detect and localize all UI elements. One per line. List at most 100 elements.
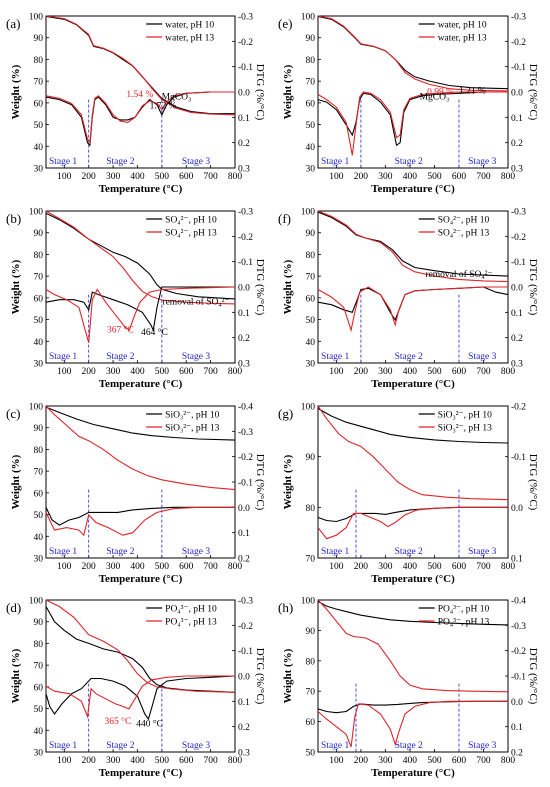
y-right-tick-label: -0.1 (511, 258, 526, 268)
plot-frame (317, 405, 509, 559)
legend-label: SiO₃²⁻, pH 10 (165, 411, 219, 421)
x-tick-label: 600 (452, 562, 467, 572)
y-left-axis-label: Weight (%) (10, 259, 22, 314)
x-tick-label: 200 (82, 172, 97, 182)
y-left-tick-label: 90 (34, 424, 44, 434)
y-left-tick-label: 100 (301, 13, 316, 23)
legend-label: water, pH 13 (165, 34, 214, 44)
series-line (45, 675, 236, 721)
y-right-tick-label: 0.1 (238, 698, 250, 708)
y-right-tick-label: -0.2 (511, 38, 526, 48)
y-left-axis-label: Weight (%) (282, 454, 294, 509)
y-right-tick-label: -0.3 (238, 597, 253, 607)
y-left-tick-label: 40 (34, 143, 44, 153)
y-left-tick-label: 70 (306, 555, 316, 565)
x-tick-label: 300 (378, 562, 393, 572)
x-tick-label: 400 (130, 562, 145, 572)
chart-panel-b: 100 200 300 400 500 600 700 800 Temperature (°C)… (6, 208, 266, 391)
series-line (45, 15, 236, 116)
x-tick-label: 800 (501, 562, 516, 572)
y-left-axis-label: Weight (%) (10, 454, 22, 509)
y-right-axis-label: DTG (%/°C) (527, 648, 539, 705)
y-left-tick-label: 60 (34, 294, 44, 304)
stage-label: Stage 2 (106, 157, 134, 167)
annotation: MgCO₃ (162, 93, 192, 103)
legend-label: PO₄³⁻, pH 10 (165, 605, 217, 615)
y-right-tick-label: 0.0 (238, 504, 250, 514)
series-line (317, 408, 509, 444)
y-right-tick-label: 0.1 (238, 529, 250, 539)
y-right-tick-label: 0.1 (238, 309, 250, 319)
x-axis-label: Temperature (°C) (99, 378, 183, 390)
y-right-tick-label: 0.3 (238, 360, 250, 370)
x-tick-label: 700 (203, 172, 218, 182)
x-tick-label: 600 (452, 367, 467, 377)
y-left-axis-label: Weight (%) (10, 64, 22, 119)
series-line (317, 700, 508, 714)
legend-label: SO₄²⁻, pH 10 (165, 216, 217, 226)
annotation: 367 °C (107, 325, 134, 336)
annotation: 0.99 % (427, 88, 454, 98)
y-right-tick-label: 0.0 (511, 698, 523, 708)
stage-label: Stage 1 (49, 547, 77, 557)
stage-label: Stage 3 (468, 157, 496, 167)
stage-label: Stage 1 (49, 741, 77, 751)
y-left-tick-label: 60 (34, 683, 44, 693)
x-tick-label: 800 (228, 172, 243, 182)
y-left-tick-label: 70 (306, 273, 316, 283)
y-left-tick-label: 70 (306, 688, 316, 698)
y-left-tick-label: 40 (306, 338, 316, 348)
x-tick-label: 800 (228, 367, 243, 377)
y-right-tick-label: -0.1 (511, 673, 526, 683)
legend-label: SO₄²⁻, pH 10 (438, 216, 490, 226)
x-tick-label: 400 (130, 367, 145, 377)
y-right-tick-label: 0.0 (511, 89, 523, 99)
stage-label: Stage 1 (321, 352, 349, 362)
x-axis-label: Temperature (°C) (99, 573, 183, 585)
y-left-tick-label: 50 (306, 121, 316, 131)
x-tick-label: 100 (57, 756, 72, 766)
y-right-axis-label: DTG (%/°C) (527, 454, 539, 511)
x-tick-label: 400 (130, 172, 145, 182)
stage-label: Stage 3 (182, 741, 210, 751)
stage-label: Stage 2 (106, 352, 134, 362)
x-tick-label: 500 (155, 172, 170, 182)
chart-panel-d: 100 200 300 400 500 600 700 800 Temperature (°C)… (6, 597, 266, 780)
y-right-tick-label: 0.2 (511, 139, 523, 149)
y-left-tick-label: 80 (34, 56, 44, 66)
x-axis-label: Temperature (°C) (99, 183, 183, 195)
x-axis-label: Temperature (°C) (371, 378, 455, 390)
series-line (317, 211, 509, 277)
y-left-axis-label: Weight (%) (10, 648, 22, 703)
legend-label: PO₄³⁻, pH 13 (438, 618, 490, 628)
series-line (45, 286, 236, 343)
y-right-tick-label: 0.3 (238, 165, 250, 175)
y-left-tick-label: 80 (306, 251, 316, 261)
y-left-tick-label: 30 (34, 555, 44, 565)
x-tick-label: 700 (203, 562, 218, 572)
annotation: MgCO₃ (420, 93, 450, 103)
x-tick-label: 200 (354, 172, 369, 182)
y-left-tick-label: 30 (306, 360, 316, 370)
x-tick-label: 700 (476, 562, 491, 572)
legend-label: water, pH 13 (438, 34, 487, 44)
x-tick-label: 300 (106, 562, 121, 572)
y-left-tick-label: 90 (34, 618, 44, 628)
y-left-tick-label: 60 (34, 99, 44, 109)
stage-label: Stage 3 (182, 157, 210, 167)
y-right-tick-label: 0.2 (238, 334, 250, 344)
x-tick-label: 200 (354, 562, 369, 572)
series-line (317, 15, 509, 92)
series-line (45, 406, 236, 441)
x-tick-label: 300 (378, 756, 393, 766)
y-left-tick-label: 70 (34, 78, 44, 88)
stage-label: Stage 3 (468, 547, 496, 557)
x-tick-label: 700 (476, 172, 491, 182)
series-line (317, 91, 508, 156)
y-left-tick-label: 30 (34, 749, 44, 759)
x-tick-label: 800 (228, 756, 243, 766)
legend-label: water, pH 10 (165, 21, 214, 31)
chart-panel-g: 100 200 300 400 500 600 700 800 Temperature (°C)… (278, 403, 539, 586)
y-right-tick-label: -0.2 (238, 453, 253, 463)
legend-label: SiO₃²⁻, pH 10 (438, 411, 492, 421)
